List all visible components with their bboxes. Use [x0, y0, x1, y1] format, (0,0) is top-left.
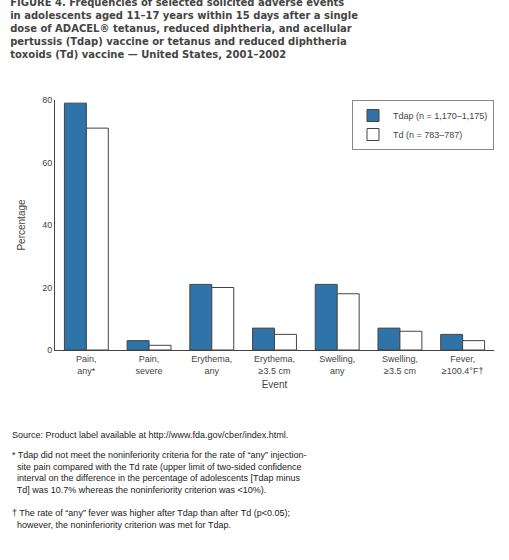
svg-text:Fever,≥100.4°F†: Fever,≥100.4°F†	[442, 354, 484, 376]
svg-text:Swelling,≥3.5 cm: Swelling,≥3.5 cm	[382, 354, 418, 376]
svg-text:Pain,any*: Pain,any*	[76, 354, 97, 376]
svg-text:0: 0	[47, 345, 52, 355]
svg-text:40: 40	[42, 220, 52, 230]
svg-text:Erythema,≥3.5 cm: Erythema,≥3.5 cm	[254, 354, 295, 376]
svg-text:FIGURE 4. Frequencies of selec: FIGURE 4. Frequencies of selected solici…	[10, 0, 358, 60]
svg-text:Td (n = 783–787): Td (n = 783–787)	[393, 130, 462, 140]
svg-text:80: 80	[42, 95, 52, 105]
svg-text:† The rate of “any” fever was: † The rate of “any” fever was higher aft…	[12, 508, 290, 530]
svg-text:Tdap (n = 1,170–1,175): Tdap (n = 1,170–1,175)	[393, 111, 487, 121]
svg-text:60: 60	[42, 158, 52, 168]
svg-text:Pain,severe: Pain,severe	[136, 354, 163, 376]
svg-text:Swelling,any: Swelling,any	[319, 354, 355, 376]
svg-text:20: 20	[42, 283, 52, 293]
svg-text:Percentage: Percentage	[16, 199, 27, 251]
svg-text:* Tdap did not meet the noninf: * Tdap did not meet the noninferiority c…	[12, 450, 306, 495]
svg-text:Source: Product label availabl: Source: Product label available at http:…	[12, 430, 288, 440]
svg-text:Erythema,any: Erythema,any	[191, 354, 232, 376]
svg-text:Event: Event	[262, 379, 288, 390]
